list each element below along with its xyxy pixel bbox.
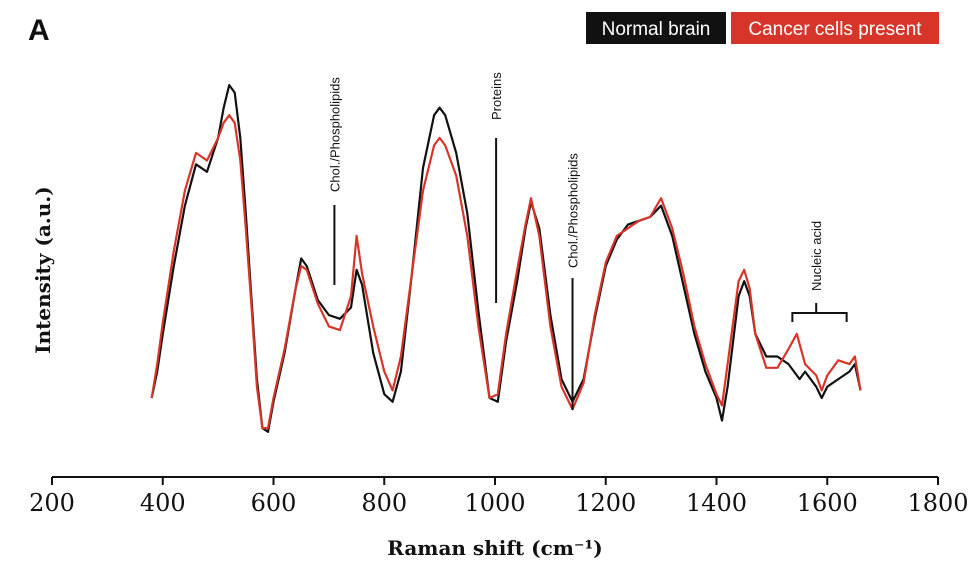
annotation-proteins: Proteins [489,72,504,120]
x-tick-label: 200 [29,489,75,517]
x-tick-label: 400 [140,489,186,517]
x-tick-label: 800 [361,489,407,517]
series-line-cancer-cells-present [150,114,862,430]
annotation-chol-phospholipids-2: Chol./Phospholipids [566,153,581,268]
x-tick-label: 1800 [907,489,968,517]
x-tick-label: 600 [251,489,297,517]
legend-swatch-normal-brain [586,12,726,44]
legend: Normal brain Cancer cells present [586,12,939,44]
legend-swatch-cancer-cells-present [731,12,939,44]
x-axis-label: Raman shift (cm⁻¹) [387,536,602,560]
annotation-bracket-nucleic-acid [791,303,848,322]
x-tick-label: 1000 [464,489,525,517]
legend-label-normal-brain: Normal brain [602,19,711,40]
x-tick-label: 1400 [686,489,747,517]
x-tick-label: 1200 [575,489,636,517]
plot-area: Chol./Phospholipids Proteins Chol./Phospho… [150,72,862,433]
legend-label-cancer-cells-present: Cancer cells present [748,19,922,40]
y-axis-label: Intensity (a.u.) [31,186,55,353]
panel-letter: A [28,14,50,47]
annotation-nucleic-acid: Nucleic acid [809,221,824,291]
x-tick-label: 1600 [797,489,858,517]
x-axis-ticks: 200 400 600 800 1000 1200 1400 1600 1800 [29,477,969,517]
series-line-normal-brain [150,84,862,433]
annotation-chol-phospholipids-1: Chol./Phospholipids [327,77,342,192]
